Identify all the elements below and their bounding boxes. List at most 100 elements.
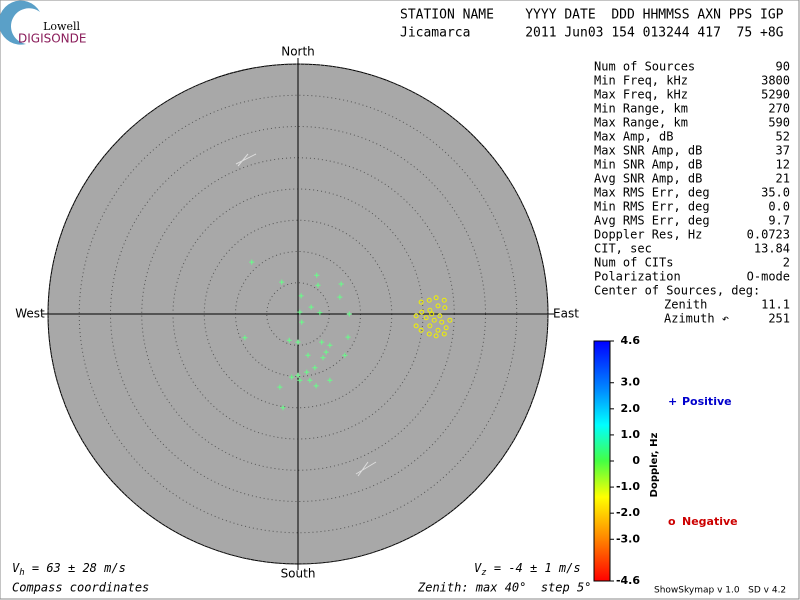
source-point bbox=[319, 339, 325, 345]
source-point bbox=[313, 383, 319, 389]
stat-value: 52 bbox=[776, 130, 790, 144]
source-point bbox=[435, 303, 441, 309]
source-point bbox=[418, 327, 424, 333]
source-point bbox=[249, 259, 255, 265]
stat-value: 12 bbox=[776, 158, 790, 172]
logo-top: Lowell bbox=[43, 20, 80, 33]
source-point bbox=[312, 365, 318, 371]
stat-value: 3800 bbox=[761, 74, 790, 88]
source-point bbox=[441, 297, 447, 303]
stat-label: Num of CITs bbox=[594, 256, 673, 270]
source-point bbox=[439, 319, 445, 325]
source-point bbox=[437, 313, 443, 319]
stat-value: 2 bbox=[783, 256, 790, 270]
center-title: Center of Sources, deg: bbox=[594, 284, 760, 298]
stat-label: Min Freq, kHz bbox=[594, 74, 688, 88]
source-point bbox=[342, 352, 348, 358]
source-point bbox=[242, 335, 248, 341]
stat-value: 590 bbox=[768, 116, 790, 130]
stat-value: 13.84 bbox=[754, 242, 790, 256]
vz: Vz = -4 ± 1 m/s bbox=[474, 561, 581, 578]
source-point bbox=[277, 384, 283, 390]
source-point bbox=[447, 317, 453, 323]
vh: Vh = 63 ± 28 m/s bbox=[12, 561, 126, 578]
source-point bbox=[327, 342, 333, 348]
source-point bbox=[423, 315, 429, 321]
source-point bbox=[308, 304, 314, 310]
center-label: Zenith bbox=[664, 298, 707, 312]
stat-value: 90 bbox=[776, 60, 790, 74]
stat-value: 270 bbox=[768, 102, 790, 116]
compass-west: West bbox=[15, 307, 45, 321]
source-point bbox=[297, 377, 303, 383]
source-point bbox=[299, 319, 305, 325]
source-point bbox=[413, 313, 419, 319]
stat-label: Min Range, km bbox=[594, 102, 688, 116]
source-point bbox=[279, 279, 285, 285]
source-point bbox=[443, 325, 449, 331]
source-point bbox=[289, 374, 295, 380]
logo-bottom: DIGISONDE bbox=[18, 32, 86, 46]
source-point bbox=[317, 310, 323, 316]
source-point bbox=[431, 317, 437, 323]
drift-arrow bbox=[355, 461, 377, 477]
source-point bbox=[418, 299, 424, 305]
stat-value: 0.0 bbox=[768, 200, 790, 214]
source-point bbox=[298, 293, 304, 299]
colorbar-label: -2.0 bbox=[616, 506, 640, 519]
colorbar-label: 3.0 bbox=[621, 376, 641, 389]
source-point bbox=[297, 309, 303, 315]
colorbar-label: 4.6 bbox=[621, 334, 641, 347]
stat-value: 35.0 bbox=[761, 186, 790, 200]
source-point bbox=[427, 323, 433, 329]
colorbar bbox=[593, 340, 611, 582]
stat-label: Max RMS Err, deg bbox=[594, 186, 710, 200]
source-point bbox=[338, 281, 344, 287]
stat-label: Num of Sources bbox=[594, 60, 695, 74]
colorbar-label: -4.6 bbox=[616, 574, 640, 587]
plot: North South West East bbox=[15, 45, 579, 581]
header-values: Jicamarca 2011 Jun03 154 013244 417 75 +… bbox=[400, 26, 784, 41]
source-point bbox=[320, 355, 326, 361]
source-point bbox=[346, 311, 352, 317]
source-point bbox=[327, 377, 333, 383]
source-point bbox=[426, 331, 432, 337]
stat-label: CIT, sec bbox=[594, 242, 652, 256]
colorbar-label: 0 bbox=[632, 454, 640, 467]
compass-south: South bbox=[281, 567, 316, 581]
source-point bbox=[413, 323, 419, 329]
source-point bbox=[427, 307, 433, 313]
source-point bbox=[419, 309, 425, 315]
stat-value: 5290 bbox=[761, 88, 790, 102]
stat-value: 0.0723 bbox=[747, 228, 790, 242]
stat-label: Doppler Res, Hz bbox=[594, 228, 702, 242]
source-point bbox=[295, 372, 301, 378]
legend-name: Negative bbox=[682, 515, 738, 528]
center-value: 11.1 bbox=[761, 298, 790, 312]
stat-value: 21 bbox=[776, 172, 790, 186]
source-point bbox=[429, 311, 435, 317]
source-point bbox=[314, 272, 320, 278]
compass-north: North bbox=[281, 45, 315, 59]
colorbar-label: -3.0 bbox=[616, 532, 640, 545]
stat-label: Max Freq, kHz bbox=[594, 88, 688, 102]
source-point bbox=[305, 352, 311, 358]
stat-label: Max Amp, dB bbox=[594, 130, 673, 144]
stat-label: Min RMS Err, deg bbox=[594, 200, 710, 214]
stat-value: O-mode bbox=[747, 270, 790, 284]
header-labels: STATION NAME YYYY DATE DDD HHMMSS AXN PP… bbox=[400, 8, 784, 23]
source-point bbox=[295, 339, 301, 345]
colorbar-label: 2.0 bbox=[621, 402, 641, 415]
stat-value: 9.7 bbox=[768, 214, 790, 228]
stat-label: Avg SNR Amp, dB bbox=[594, 172, 702, 186]
source-point bbox=[286, 337, 292, 343]
source-point bbox=[345, 334, 351, 340]
legend-marker: o bbox=[668, 515, 676, 528]
colorbar-label: 1.0 bbox=[621, 428, 641, 441]
source-point bbox=[426, 297, 432, 303]
source-point bbox=[441, 331, 447, 337]
drift-arrow bbox=[235, 153, 257, 167]
logo-swoosh bbox=[0, 0, 40, 45]
version: ShowSkymap v 1.0 SD v 4.2 bbox=[654, 586, 786, 596]
